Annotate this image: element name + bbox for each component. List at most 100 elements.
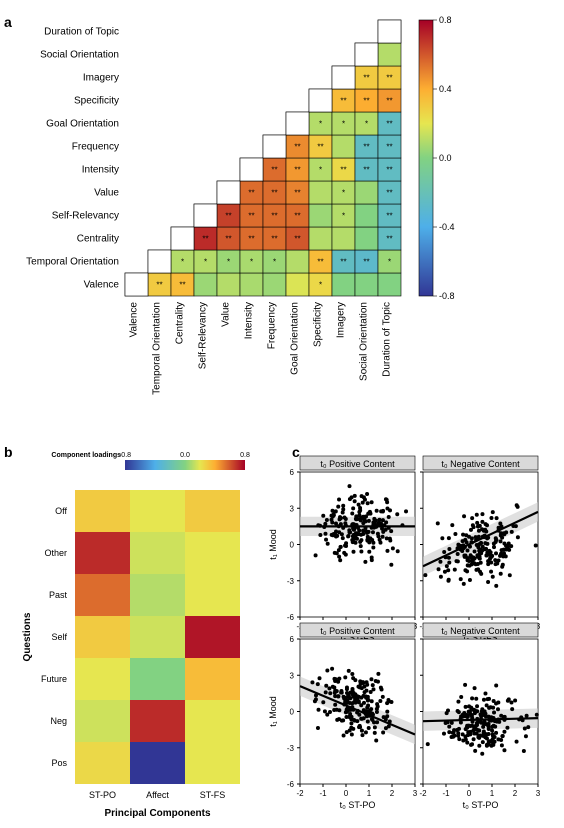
scatter-point: [502, 548, 506, 552]
sig-marker: *: [181, 258, 184, 267]
svg-text:3: 3: [413, 789, 418, 798]
scatter-point: [384, 497, 388, 501]
legend-tick: 0.0: [180, 452, 190, 459]
scatter-point: [482, 731, 486, 735]
scatter-point: [462, 582, 466, 586]
svg-text:0: 0: [467, 789, 472, 798]
scatter-point: [363, 498, 367, 502]
scatter-point: [447, 556, 451, 560]
scatter-point: [473, 686, 477, 690]
scatter-point: [333, 703, 337, 707]
question-label: Pos: [51, 758, 67, 768]
scatter-point: [496, 707, 500, 711]
sig-marker: **: [386, 212, 392, 221]
scatter-point: [480, 709, 484, 713]
col-label: Imagery: [336, 302, 347, 338]
colorbar-tick: 0.8: [439, 15, 452, 25]
scatter-point: [499, 539, 503, 543]
svg-text:3: 3: [290, 671, 295, 680]
scatter-point: [475, 723, 479, 727]
scatter-point: [344, 710, 348, 714]
panel-b-heatmap: OffOtherPastSelfFutureNegPosST-POAffectS…: [22, 452, 250, 819]
scatter-point: [328, 710, 332, 714]
svg-text:2: 2: [390, 789, 395, 798]
scatter-point: [321, 514, 325, 518]
legend-tick: -0.8: [119, 452, 131, 459]
loading-cell: [185, 616, 240, 658]
scatter-point: [325, 518, 329, 522]
scatter-point: [371, 530, 375, 534]
scatter-point: [423, 573, 427, 577]
corr-cell: [286, 273, 309, 296]
scatter-point: [365, 492, 369, 496]
scatter-point: [371, 683, 375, 687]
scatter-point: [371, 687, 375, 691]
scatter-point: [389, 563, 393, 567]
legend-bar: [125, 460, 245, 470]
scatter-point: [361, 532, 365, 536]
scatter-point: [492, 710, 496, 714]
loading-cell: [185, 658, 240, 700]
scatter-point: [464, 705, 468, 709]
scatter-point: [347, 669, 351, 673]
scatter-point: [314, 553, 318, 557]
scatter-point: [487, 549, 491, 553]
panel-c-label: c: [292, 444, 300, 460]
scatter-point: [490, 729, 494, 733]
corr-cell: [217, 273, 240, 296]
scatter-point: [475, 513, 479, 517]
scatter-point: [480, 512, 484, 516]
corr-cell: [378, 273, 401, 296]
scatter-point: [508, 573, 512, 577]
scatter-point: [484, 722, 488, 726]
scatter-point: [388, 508, 392, 512]
corr-cell: [286, 250, 309, 273]
loading-cell: [130, 742, 185, 784]
legend-tick: 0.8: [240, 452, 250, 459]
scatter-point: [475, 704, 479, 708]
sig-marker: **: [363, 97, 369, 106]
scatter-point: [457, 710, 461, 714]
scatter-subplot: t₀ Positive Content-2-10123-6-3036t₀ ST-…: [268, 456, 418, 643]
scatter-point: [341, 507, 345, 511]
scatter-point: [492, 545, 496, 549]
sig-marker: **: [271, 212, 277, 221]
scatter-point: [329, 518, 333, 522]
scatter-point: [387, 699, 391, 703]
scatter-point: [509, 701, 513, 705]
scatter-point: [366, 501, 370, 505]
sig-marker: *: [342, 212, 345, 221]
component-label: ST-PO: [89, 790, 116, 800]
scatter-point: [350, 672, 354, 676]
row-label: Value: [94, 188, 119, 199]
scatter-point: [438, 560, 442, 564]
scatter-point: [487, 697, 491, 701]
sig-marker: **: [363, 166, 369, 175]
scatter-point: [347, 484, 351, 488]
sig-marker: **: [340, 258, 346, 267]
scatter-point: [387, 515, 391, 519]
sig-marker: **: [248, 235, 254, 244]
scatter-point: [364, 689, 368, 693]
svg-text:-1: -1: [319, 789, 327, 798]
col-label: Goal Orientation: [290, 302, 301, 375]
row-label: Specificity: [74, 96, 119, 107]
loading-cell: [130, 658, 185, 700]
scatter-point: [484, 547, 488, 551]
scatter-point: [360, 729, 364, 733]
scatter-point: [333, 689, 337, 693]
xlabel: Principal Components: [104, 808, 211, 819]
scatter-point: [500, 536, 504, 540]
scatter-point: [447, 547, 451, 551]
scatter-point: [482, 529, 486, 533]
scatter-point: [426, 742, 430, 746]
scatter-point: [348, 712, 352, 716]
sig-marker: **: [386, 143, 392, 152]
scatter-point: [461, 715, 465, 719]
scatter-point: [359, 516, 363, 520]
scatter-point: [464, 738, 468, 742]
corr-cell: [332, 273, 355, 296]
scatter-point: [472, 708, 476, 712]
scatter-point: [451, 735, 455, 739]
scatter-point: [494, 562, 498, 566]
